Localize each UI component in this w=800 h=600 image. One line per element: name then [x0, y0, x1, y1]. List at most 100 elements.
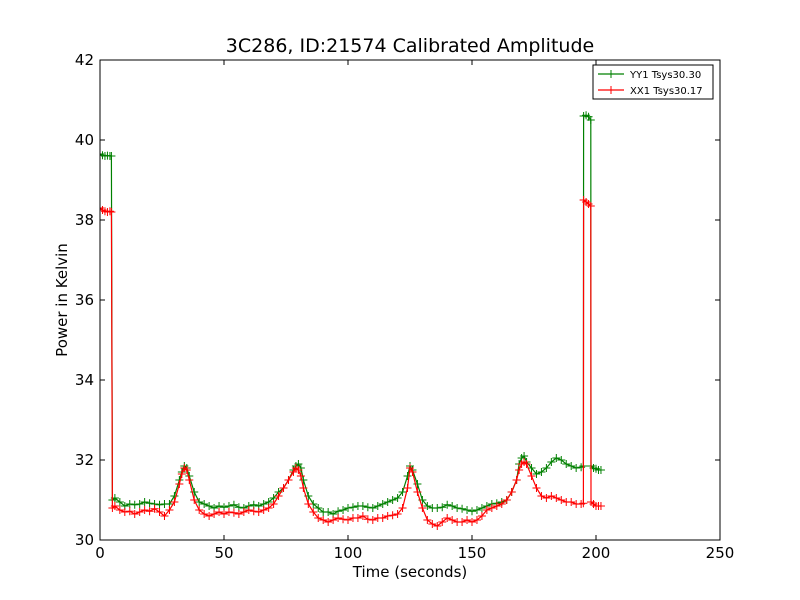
data-point-marker	[205, 502, 214, 510]
data-point-marker	[115, 506, 124, 514]
data-point-marker	[463, 516, 472, 524]
data-point-marker	[537, 468, 546, 476]
data-point-marker	[423, 502, 432, 510]
data-point-marker	[299, 484, 308, 492]
data-point-marker	[378, 500, 387, 508]
data-point-marker	[155, 500, 164, 509]
legend-swatch-marker	[607, 70, 615, 78]
data-point-marker	[220, 503, 228, 512]
data-point-marker	[185, 476, 194, 484]
data-point-marker	[428, 520, 437, 528]
data-point-marker	[512, 476, 521, 484]
data-point-marker	[453, 504, 462, 512]
data-point-marker	[135, 508, 144, 516]
data-point-marker	[596, 502, 605, 510]
data-point-marker	[468, 518, 476, 526]
data-point-marker	[105, 207, 114, 216]
data-point-marker	[264, 504, 273, 512]
data-point-marker	[403, 484, 412, 492]
data-point-marker	[140, 506, 149, 514]
data-point-marker	[107, 152, 116, 160]
data-point-marker	[363, 515, 372, 524]
data-point-marker	[413, 488, 422, 496]
data-point-marker	[423, 516, 432, 524]
legend-label: XX1 Tsys30.17	[630, 86, 703, 97]
data-point-marker	[443, 500, 452, 509]
data-point-marker	[125, 507, 134, 516]
legend: YY1 Tsys30.30 XX1 Tsys30.17	[592, 64, 714, 100]
data-point-marker	[177, 470, 186, 478]
data-point-marker	[296, 472, 305, 480]
data-point-marker	[200, 510, 209, 518]
data-point-marker	[477, 512, 486, 520]
data-point-marker	[388, 496, 397, 504]
data-point-marker	[358, 502, 367, 510]
ticks-layer: 0 50 100 150 200 250 30 32 34 36 38 40 42	[75, 51, 734, 562]
x-tick-label: 150	[458, 544, 487, 562]
data-point-marker	[115, 498, 124, 506]
data-point-marker	[358, 512, 367, 520]
data-point-marker	[190, 496, 199, 504]
data-point-marker	[334, 514, 343, 522]
data-point-marker	[443, 514, 452, 522]
y-tick-label: 38	[75, 211, 94, 229]
data-point-marker	[274, 492, 283, 500]
data-point-marker	[403, 472, 412, 480]
plot-area	[100, 111, 605, 530]
data-point-marker	[170, 498, 179, 506]
data-point-marker	[472, 516, 481, 524]
data-point-marker	[195, 498, 204, 506]
data-point-marker	[304, 500, 313, 508]
x-axis-title: Time (seconds)	[352, 563, 468, 581]
data-point-marker	[438, 518, 447, 526]
data-point-marker	[284, 476, 293, 484]
data-point-marker	[562, 460, 571, 468]
data-point-marker	[314, 504, 323, 512]
data-point-marker	[294, 466, 303, 474]
data-point-marker	[107, 208, 116, 216]
legend-box	[592, 64, 714, 100]
data-point-marker	[378, 514, 387, 522]
data-point-marker	[334, 507, 343, 516]
data-point-marker	[413, 480, 422, 488]
data-point-marker	[458, 518, 467, 526]
data-point-marker	[463, 506, 472, 514]
data-point-marker	[314, 514, 323, 522]
data-point-marker	[468, 507, 476, 516]
data-point-marker	[393, 494, 402, 502]
data-point-marker	[200, 500, 209, 508]
y-tick-label: 36	[75, 291, 94, 309]
y-axis-title: Power in Kelvin	[53, 243, 71, 357]
data-point-marker	[572, 464, 581, 472]
data-point-marker	[492, 502, 501, 510]
data-point-marker	[353, 514, 362, 522]
data-point-marker	[448, 502, 457, 510]
data-point-marker	[279, 484, 288, 492]
data-point-marker	[557, 496, 566, 504]
data-point-marker	[383, 498, 392, 506]
data-point-marker	[373, 502, 382, 510]
data-point-marker	[125, 500, 134, 508]
data-point-marker	[234, 503, 243, 512]
data-point-marker	[229, 508, 238, 517]
data-point-marker	[363, 503, 372, 512]
data-point-marker	[339, 515, 348, 524]
x-tick-label: 100	[334, 544, 363, 562]
x-tick-label: 50	[214, 544, 233, 562]
data-point-marker	[190, 488, 199, 496]
data-point-marker	[329, 516, 338, 524]
data-point-marker	[552, 494, 561, 502]
data-point-marker	[220, 510, 228, 518]
data-point-marker	[160, 512, 169, 520]
data-point-marker	[502, 496, 511, 504]
x-tick-label: 0	[95, 544, 105, 562]
data-point-marker	[348, 503, 357, 512]
data-point-marker	[140, 498, 149, 506]
data-point-marker	[448, 516, 457, 524]
data-point-marker	[586, 116, 595, 124]
data-point-marker	[249, 507, 258, 516]
y-tick-label: 30	[75, 531, 94, 549]
data-point-marker	[145, 507, 154, 516]
data-point-marker	[542, 464, 551, 472]
